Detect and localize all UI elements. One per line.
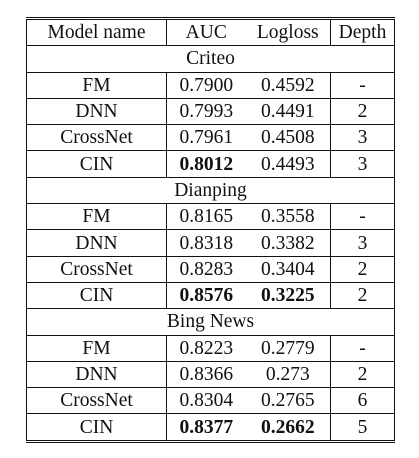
logloss-cell: 0.3382 (245, 229, 331, 257)
auc-cell: 0.8366 (166, 361, 246, 389)
model-name-cell: DNN (26, 98, 167, 126)
auc-cell: 0.7993 (166, 98, 246, 126)
logloss-cell: 0.3225 (245, 282, 331, 310)
logloss-cell: 0.4491 (245, 98, 331, 126)
logloss-cell: 0.3404 (245, 256, 331, 283)
model-name-cell: CIN (26, 150, 167, 178)
depth-cell: - (330, 203, 395, 231)
auc-cell: 0.7961 (166, 124, 246, 152)
column-header-logloss: Logloss (245, 16, 331, 47)
auc-cell: 0.8012 (166, 150, 246, 178)
depth-cell: 3 (330, 229, 395, 257)
logloss-cell: 0.2662 (245, 413, 331, 443)
auc-cell: 0.8377 (166, 413, 246, 443)
model-name-cell: DNN (26, 361, 167, 389)
depth-cell: 2 (330, 282, 395, 310)
model-name-cell: CrossNet (26, 387, 167, 415)
logloss-cell: 0.3558 (245, 203, 331, 231)
depth-cell: 2 (330, 361, 395, 389)
model-name-cell: FM (26, 335, 167, 362)
table-row: FM 0.8223 0.2779- (26, 335, 395, 362)
column-header-model-name: Model name (26, 16, 167, 47)
model-name-cell: CIN (26, 282, 167, 310)
logloss-cell: 0.2765 (245, 387, 331, 415)
auc-cell: 0.7900 (166, 72, 246, 99)
auc-cell: 0.8318 (166, 229, 246, 257)
section-header-row: Bing News (26, 308, 395, 336)
auc-cell: 0.8165 (166, 203, 246, 231)
model-name-cell: DNN (26, 229, 167, 257)
table-row: DNN 0.8366 0.273 2 (26, 361, 395, 389)
auc-cell: 0.8304 (166, 387, 246, 415)
table-row: CrossNet 0.8283 0.3404 2 (26, 256, 395, 283)
table-header-row: Model name AUC Logloss Depth (26, 16, 395, 47)
table-row: CIN 0.8012 0.4493 3 (26, 150, 395, 178)
logloss-cell: 0.4508 (245, 124, 331, 152)
model-name-cell: CrossNet (26, 124, 167, 152)
table-row: CIN 0.8377 0.2662 5 (26, 413, 395, 443)
results-table: Model name AUC Logloss Depth Criteo FM 0.7… (26, 16, 395, 443)
depth-cell: - (330, 72, 395, 99)
depth-cell: 2 (330, 256, 395, 283)
logloss-cell: 0.4493 (245, 150, 331, 178)
depth-cell: 5 (330, 413, 395, 443)
section-header-row: Dianping (26, 177, 395, 205)
depth-cell: 3 (330, 124, 395, 152)
depth-cell: 6 (330, 387, 395, 415)
model-name-cell: FM (26, 203, 167, 231)
auc-cell: 0.8283 (166, 256, 246, 283)
logloss-cell: 0.273 (245, 361, 331, 389)
column-header-depth: Depth (330, 16, 395, 47)
table-row: FM 0.8165 0.3558- (26, 203, 395, 231)
table-body: Criteo FM 0.7900 0.4592- DNN 0.7993 0.4491 2 Cro… (26, 45, 395, 443)
model-name-cell: FM (26, 72, 167, 99)
model-name-cell: CIN (26, 413, 167, 443)
logloss-cell: 0.4592 (245, 72, 331, 99)
table-row: CIN 0.8576 0.3225 2 (26, 282, 395, 310)
results-table-container: Model name AUC Logloss Depth Criteo FM 0.7… (26, 16, 395, 443)
table-row: DNN 0.7993 0.4491 2 (26, 98, 395, 126)
table-row: CrossNet 0.7961 0.4508 3 (26, 124, 395, 152)
depth-cell: 3 (330, 150, 395, 178)
column-header-auc: AUC (166, 16, 246, 47)
table-row: CrossNet 0.8304 0.2765 6 (26, 387, 395, 415)
table-row: DNN 0.8318 0.3382 3 (26, 229, 395, 257)
model-name-cell: CrossNet (26, 256, 167, 283)
table-row: FM 0.7900 0.4592- (26, 72, 395, 99)
logloss-cell: 0.2779 (245, 335, 331, 362)
section-title: Bing News (26, 308, 395, 336)
auc-cell: 0.8576 (166, 282, 246, 310)
section-title: Criteo (26, 45, 395, 73)
section-header-row: Criteo (26, 45, 395, 73)
section-title: Dianping (26, 177, 395, 205)
depth-cell: - (330, 335, 395, 362)
auc-cell: 0.8223 (166, 335, 246, 362)
depth-cell: 2 (330, 98, 395, 126)
